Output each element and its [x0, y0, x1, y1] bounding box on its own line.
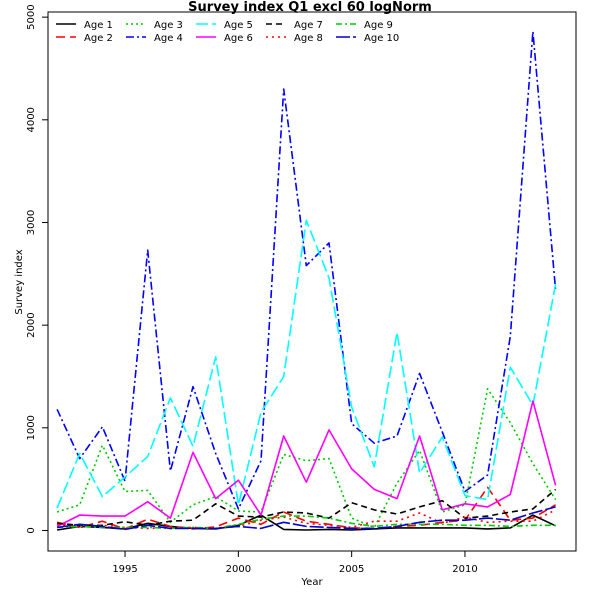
series-line-age-5	[56, 219, 557, 509]
x-axis: 1995 2000 2005 2010	[112, 551, 478, 575]
legend-label: Age 5	[224, 20, 253, 31]
legend-label: Age 8	[294, 33, 323, 44]
x-tick-label: 1995	[112, 564, 137, 575]
legend-label: Age 4	[154, 33, 183, 44]
series-line-age-4	[56, 30, 557, 510]
y-tick-label: 3000	[26, 210, 37, 235]
legend-label: Age 1	[84, 20, 113, 31]
chart-title: Survey index Q1 excl 60 logNorm	[188, 0, 432, 15]
y-axis-label: Survey index	[14, 249, 25, 314]
series-line-age-6	[56, 400, 557, 528]
series-layer	[56, 30, 557, 531]
legend-label: Age 9	[364, 20, 393, 31]
legend-label: Age 10	[364, 33, 399, 44]
y-axis: 0 1000 2000 3000 4000 5000	[26, 4, 48, 534]
series-line-age-2	[56, 486, 557, 530]
y-tick-label: 1000	[26, 415, 37, 440]
legend-label: Age 6	[224, 33, 253, 44]
legend-label: Age 3	[154, 20, 183, 31]
series-line-age-7	[57, 488, 557, 527]
legend: Age 1 Age 2 Age 3 Age 4 Age 5 Age 6 Age 7 Age 8…	[56, 20, 399, 44]
series-line-age-1	[56, 514, 556, 531]
y-tick-label: 5000	[26, 4, 37, 29]
x-axis-label: Year	[300, 577, 323, 588]
x-tick-label: 2000	[226, 564, 251, 575]
x-tick-label: 2010	[452, 564, 477, 575]
plot-frame	[47, 11, 577, 552]
y-tick-label: 2000	[26, 312, 37, 337]
series-line-age-10	[56, 506, 556, 531]
y-tick-label: 0	[26, 527, 37, 533]
y-tick-label: 4000	[26, 107, 37, 132]
x-tick-label: 2005	[339, 564, 364, 575]
legend-label: Age 2	[84, 33, 113, 44]
legend-label: Age 7	[294, 20, 323, 31]
